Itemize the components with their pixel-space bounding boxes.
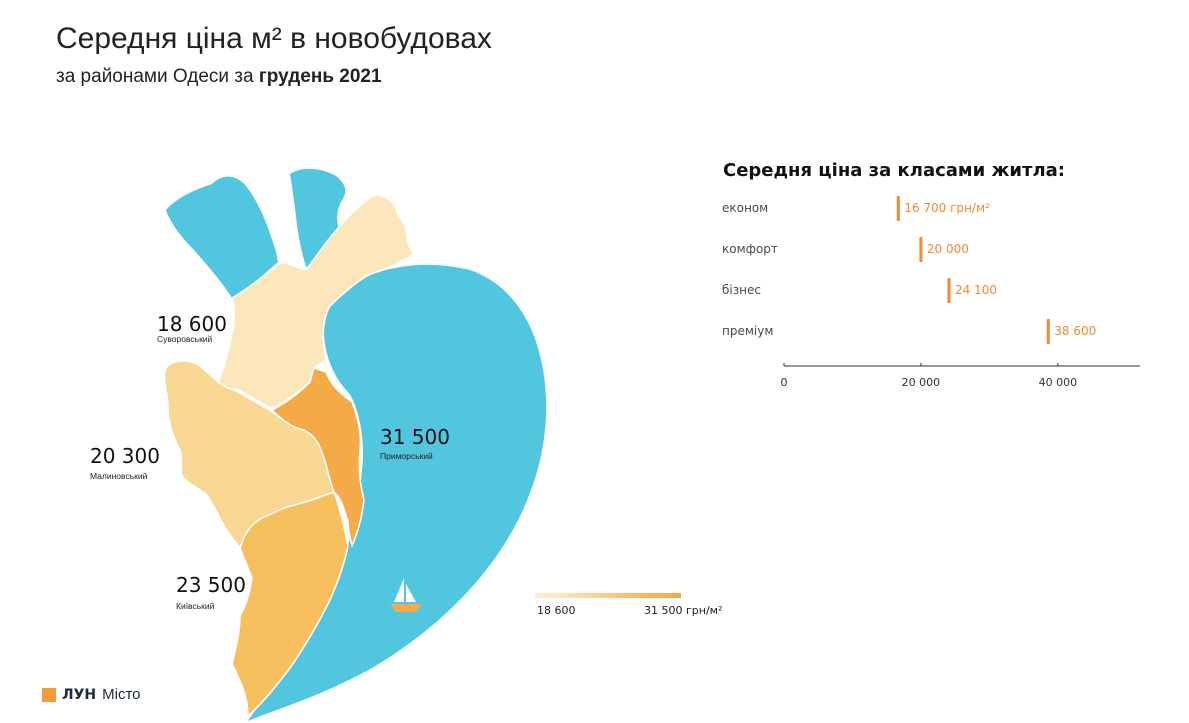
odesa-district-map: 18 600 Суворовський 20 300 Малиновський … [90, 168, 722, 721]
bar-category-2: бізнес [722, 283, 761, 297]
logo-square-icon [42, 687, 56, 702]
subtitle-period: грудень 2021 [258, 66, 382, 87]
lun-logo: ЛУН Місто [42, 686, 141, 703]
bar-category-3: преміум [722, 324, 773, 338]
logo-subtext: Місто [102, 686, 141, 703]
north-estuary-left [166, 176, 278, 298]
bar-3 [1046, 319, 1050, 344]
label-prymorskyi-name: Приморський [380, 451, 433, 461]
price-by-class-bar-chart: економ 16 700 грн/м² комфорт 20 000 бізнес 24… [722, 196, 1140, 389]
label-suvorovskyi-name: Суворовський [157, 334, 213, 344]
district-prymorskyi[interactable] [270, 367, 365, 549]
label-suvorovskyi-value: 18 600 [157, 312, 227, 336]
bar-category-1: комфорт [722, 242, 778, 256]
color-scale-bar [535, 593, 681, 598]
subtitle-prefix: за районами Одеси за [56, 66, 259, 87]
label-malynovskyi-value: 20 300 [90, 444, 160, 468]
color-scale-max-label: 31 500 грн/м² [644, 604, 722, 617]
page-title: Середня ціна м² в новобудовах [56, 22, 492, 55]
bar-chart-title: Середня ціна за класами житла: [723, 160, 1065, 181]
bar-value-label-2: 24 100 [955, 283, 997, 297]
bar-2 [947, 278, 951, 303]
label-kyivskyi-value: 23 500 [176, 573, 246, 597]
bar-value-label-0: 16 700 грн/м² [904, 201, 990, 215]
bar-value-label-3: 38 600 [1054, 324, 1096, 338]
x-tick-label-2: 40 000 [1039, 376, 1078, 389]
district-kyivskyi[interactable] [231, 491, 349, 718]
x-tick-label-1: 20 000 [902, 376, 941, 389]
color-scale-min-label: 18 600 [537, 604, 576, 617]
bar-0 [896, 196, 900, 221]
bar-value-label-1: 20 000 [927, 242, 969, 256]
page-subtitle: за районами Одеси за грудень 2021 [56, 66, 382, 88]
x-tick-label-0: 0 [781, 376, 788, 389]
label-kyivskyi-name: Київський [176, 601, 215, 611]
bar-1 [919, 237, 923, 262]
sailboat-icon [390, 578, 422, 612]
bar-category-0: економ [722, 201, 768, 215]
label-prymorskyi-value: 31 500 [380, 425, 450, 449]
logo-text: ЛУН [62, 686, 97, 703]
label-malynovskyi-name: Малиновський [90, 471, 148, 481]
